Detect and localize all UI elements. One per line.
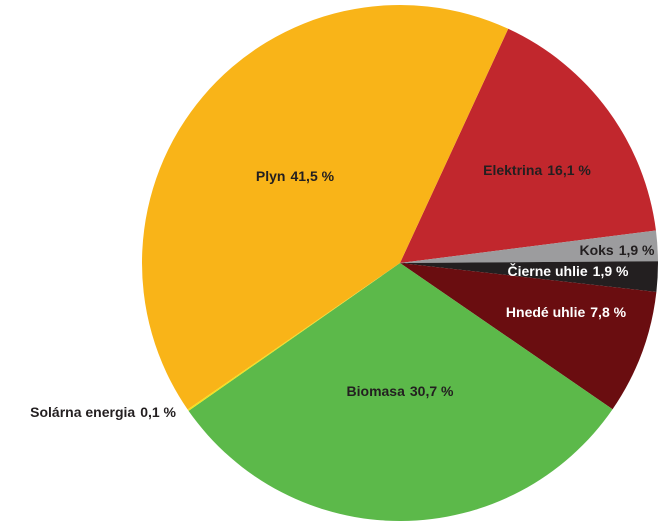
- value-label: 1,9 %: [593, 263, 629, 279]
- slice-label: Čierne uhlie 1,9 %: [508, 262, 629, 279]
- category-name: Elektrina: [483, 162, 542, 178]
- slice-label: Hnedé uhlie 7,8 %: [506, 304, 627, 320]
- slice-label: Plyn 41,5 %: [256, 168, 335, 184]
- category-name: Plyn: [256, 168, 286, 184]
- pie-slice: [188, 263, 613, 521]
- value-label: 0,1 %: [140, 404, 176, 420]
- value-label: 7,8 %: [590, 304, 626, 320]
- pie-slice: [187, 263, 400, 411]
- pie-slice: [141, 4, 509, 410]
- slice-label: Koks 1,9 %: [579, 242, 655, 258]
- category-name: Koks: [579, 242, 613, 258]
- category-name: Solárna energia: [30, 404, 135, 420]
- value-label: 30,7 %: [410, 383, 454, 399]
- category-name: Biomasa: [347, 383, 406, 399]
- category-name: Čierne uhlie: [508, 262, 588, 279]
- slice-label: Biomasa 30,7 %: [347, 383, 454, 399]
- slice-label: Solárna energia 0,1 %: [30, 404, 176, 420]
- category-name: Hnedé uhlie: [506, 304, 586, 320]
- pie-slice: [400, 263, 657, 410]
- value-label: 41,5 %: [290, 168, 334, 184]
- value-label: 16,1 %: [547, 162, 591, 178]
- value-label: 1,9 %: [619, 242, 655, 258]
- pie-slice: [400, 28, 656, 263]
- slice-label: Elektrina 16,1 %: [483, 162, 591, 178]
- pie-slice: [400, 261, 658, 292]
- pie-slice: [400, 230, 658, 263]
